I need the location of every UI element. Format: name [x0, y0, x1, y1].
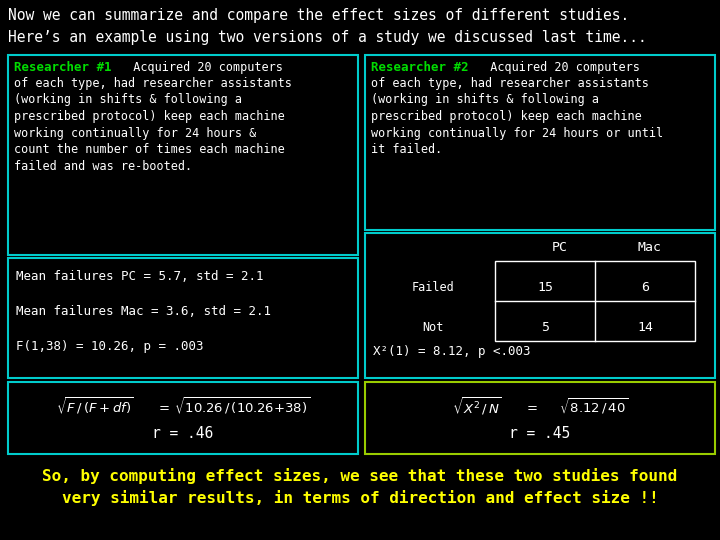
Bar — [8, 382, 358, 454]
Text: Researcher #2: Researcher #2 — [371, 61, 469, 74]
Bar — [495, 261, 695, 341]
Text: 14: 14 — [637, 321, 653, 334]
Text: Mean failures Mac = 3.6, std = 2.1: Mean failures Mac = 3.6, std = 2.1 — [16, 305, 271, 318]
Text: Acquired 20 computers: Acquired 20 computers — [476, 61, 640, 74]
Text: PC: PC — [552, 241, 568, 254]
Text: 6: 6 — [641, 281, 649, 294]
Text: Now we can summarize and compare the effect sizes of different studies.: Now we can summarize and compare the eff… — [8, 8, 629, 23]
Bar — [365, 55, 715, 230]
Bar — [365, 382, 715, 454]
Text: of each type, had researcher assistants
(working in shifts & following a
prescri: of each type, had researcher assistants … — [371, 77, 663, 156]
Text: Mac: Mac — [638, 241, 662, 254]
Text: 5: 5 — [541, 321, 549, 334]
Text: Researcher #1: Researcher #1 — [14, 61, 112, 74]
Text: Failed: Failed — [412, 281, 454, 294]
Text: 15: 15 — [537, 281, 553, 294]
Text: $\sqrt{F\,/\,(F+df)}$   $=\,\sqrt{10.26\,/\,(10.26{+}38)}$: $\sqrt{F\,/\,(F+df)}$ $=\,\sqrt{10.26\,/… — [56, 396, 310, 417]
Text: very similar results, in terms of direction and effect size !!: very similar results, in terms of direct… — [62, 490, 658, 506]
Text: Mean failures PC = 5.7, std = 2.1: Mean failures PC = 5.7, std = 2.1 — [16, 270, 264, 283]
Text: Not: Not — [423, 321, 444, 334]
Text: X²(1) = 8.12, p <.003: X²(1) = 8.12, p <.003 — [373, 345, 531, 358]
Text: Here’s an example using two versions of a study we discussed last time...: Here’s an example using two versions of … — [8, 30, 647, 45]
Text: So, by computing effect sizes, we see that these two studies found: So, by computing effect sizes, we see th… — [42, 468, 678, 484]
Bar — [8, 258, 358, 378]
Text: r = .46: r = .46 — [153, 426, 214, 441]
Bar — [365, 233, 715, 378]
Text: r = .45: r = .45 — [509, 426, 571, 441]
Text: $\sqrt{X^2\,/\,N}$   $=\;$  $\sqrt{8.12\,/\,40}$: $\sqrt{X^2\,/\,N}$ $=\;$ $\sqrt{8.12\,/\… — [451, 396, 629, 417]
Text: F(1,38) = 10.26, p = .003: F(1,38) = 10.26, p = .003 — [16, 340, 204, 353]
Text: Acquired 20 computers: Acquired 20 computers — [119, 61, 283, 74]
Bar — [8, 55, 358, 255]
Text: of each type, had researcher assistants
(working in shifts & following a
prescri: of each type, had researcher assistants … — [14, 77, 292, 172]
